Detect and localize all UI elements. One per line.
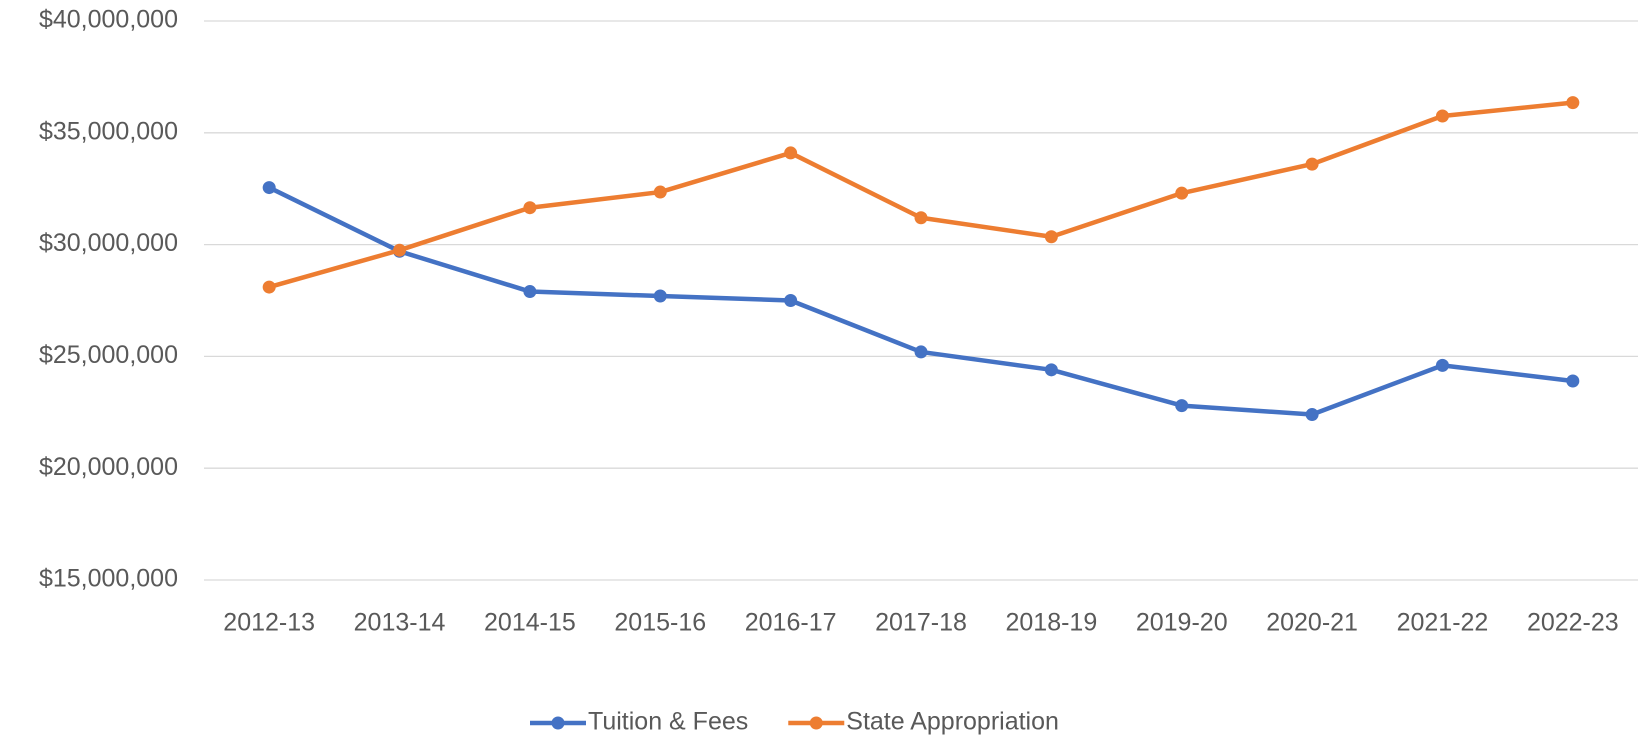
data-point — [1175, 186, 1189, 200]
x-tick-label: 2012-13 — [223, 609, 315, 637]
x-tick-label: 2022-23 — [1527, 609, 1619, 637]
x-tick-label: 2015-16 — [614, 609, 706, 637]
legend-label: State Appropriation — [846, 708, 1059, 736]
x-tick-label: 2021-22 — [1397, 609, 1489, 637]
data-point — [262, 280, 276, 294]
series-line — [268, 100, 1574, 290]
data-point — [914, 345, 928, 359]
data-point — [1566, 374, 1580, 388]
data-point — [1044, 230, 1058, 244]
data-point — [393, 243, 407, 257]
y-tick-label: $25,000,000 — [39, 341, 178, 369]
y-tick-label: $35,000,000 — [39, 117, 178, 145]
data-point — [1305, 157, 1319, 171]
y-tick-label: $15,000,000 — [39, 565, 178, 593]
data-point — [1435, 109, 1449, 123]
y-tick-label: $30,000,000 — [39, 229, 178, 257]
data-point — [523, 285, 537, 299]
legend-label: Tuition & Fees — [588, 708, 748, 736]
data-point — [914, 211, 928, 225]
x-tick-label: 2016-17 — [745, 609, 837, 637]
data-point — [262, 181, 276, 195]
data-point — [784, 294, 798, 307]
y-tick-label: $20,000,000 — [39, 453, 178, 481]
data-point — [653, 289, 667, 303]
x-tick-label: 2017-18 — [875, 609, 967, 637]
x-tick-label: 2013-14 — [354, 609, 446, 637]
x-tick-label: 2018-19 — [1005, 609, 1097, 637]
legend-marker — [551, 716, 565, 730]
data-point — [523, 201, 537, 215]
x-tick-label: 2019-20 — [1136, 609, 1228, 637]
data-point — [1435, 358, 1449, 372]
legend-marker — [809, 716, 823, 730]
y-tick-label: $40,000,000 — [39, 6, 178, 34]
data-point — [653, 185, 667, 199]
data-point — [784, 146, 798, 160]
data-point — [1566, 96, 1580, 110]
data-point — [1044, 363, 1058, 377]
x-tick-label: 2014-15 — [484, 609, 576, 637]
data-point — [1305, 408, 1319, 422]
x-tick-label: 2020-21 — [1266, 609, 1358, 637]
data-point — [1175, 399, 1189, 413]
